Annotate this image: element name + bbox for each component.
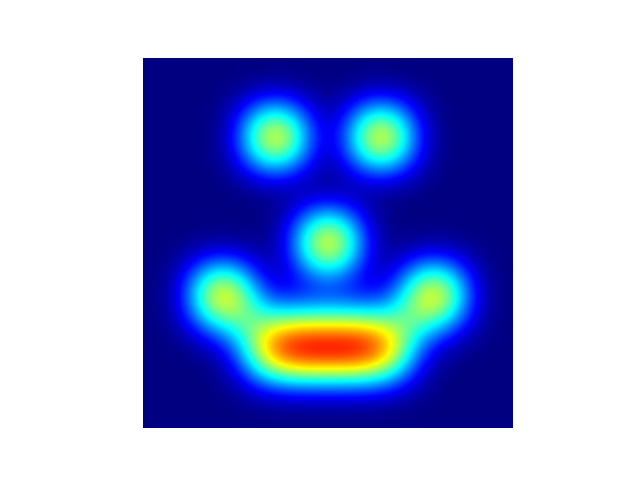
heatmap-image	[143, 58, 513, 428]
